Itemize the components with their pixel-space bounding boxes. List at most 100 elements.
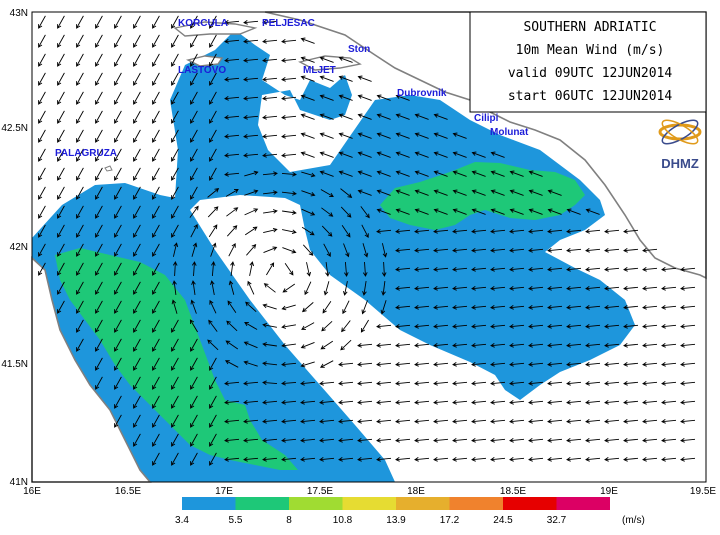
- wind-arrow: [395, 381, 411, 386]
- wind-arrow: [342, 300, 350, 315]
- wind-arrow: [528, 267, 544, 272]
- wind-arrow: [362, 281, 367, 296]
- wind-arrow: [509, 305, 525, 310]
- place-dubrovnik: Dubrovnik: [397, 88, 447, 99]
- wind-arrow: [471, 305, 487, 310]
- wind-arrow: [471, 457, 487, 462]
- wind-arrow: [114, 129, 122, 143]
- place-lastovo: LASTOVO: [178, 65, 226, 76]
- wind-arrow: [209, 414, 217, 428]
- wind-arrow: [642, 286, 658, 291]
- wind-arrow: [262, 322, 277, 328]
- wind-arrow: [171, 167, 179, 181]
- wind-arrow: [376, 113, 391, 120]
- wind-arrow: [281, 381, 297, 386]
- wind-arrow: [604, 286, 620, 291]
- wind-arrow: [281, 153, 297, 158]
- wind-arrow: [414, 229, 430, 234]
- wind-arrow: [661, 457, 677, 462]
- wind-arrow: [262, 153, 278, 158]
- wind-arrow: [57, 53, 65, 67]
- wind-arrow: [376, 400, 392, 405]
- wind-arrow: [642, 248, 658, 253]
- wind-arrow: [585, 267, 601, 272]
- x-tick-18e: 18E: [407, 486, 425, 497]
- wind-arrow: [338, 438, 354, 443]
- wind-arrow: [566, 286, 582, 291]
- wind-arrow: [433, 457, 449, 462]
- wind-arrow: [171, 224, 179, 238]
- wind-arrow: [585, 208, 600, 215]
- wind-arrow: [76, 281, 84, 295]
- wind-arrow: [152, 281, 160, 295]
- wind-arrow: [566, 208, 581, 215]
- wind-arrow: [661, 267, 677, 272]
- y-tick-42n: 42N: [10, 242, 28, 253]
- wind-arrow: [433, 170, 448, 177]
- wind-arrow: [642, 267, 658, 272]
- wind-arrow: [171, 299, 178, 314]
- title-line-4: start 06UTC 12JUN2014: [508, 89, 673, 104]
- wind-arrow: [341, 320, 351, 333]
- wind-arrow: [357, 189, 372, 196]
- wind-arrow: [661, 438, 677, 443]
- wind-arrow: [585, 400, 601, 405]
- wind-arrow: [300, 56, 315, 63]
- wind-arrow: [190, 72, 198, 86]
- wind-arrow: [95, 205, 103, 219]
- wind-arrow: [357, 94, 372, 101]
- wind-arrow: [376, 151, 391, 158]
- wind-arrow: [190, 129, 198, 143]
- place-mljet: MLJET: [303, 65, 336, 76]
- wind-arrow: [509, 362, 525, 367]
- wind-arrow: [281, 400, 297, 405]
- legend-swatch: [235, 497, 289, 510]
- wind-arrow: [281, 191, 297, 196]
- wind-arrow: [262, 361, 278, 366]
- wind-arrow: [76, 262, 84, 276]
- wind-arrow: [189, 319, 198, 333]
- wind-arrow: [528, 400, 544, 405]
- wind-arrow: [395, 438, 411, 443]
- wind-arrow: [623, 400, 639, 405]
- wind-arrow: [490, 438, 506, 443]
- wind-arrow: [528, 438, 544, 443]
- wind-arrow: [38, 110, 46, 124]
- wind-arrow: [490, 457, 506, 462]
- wind-arrow: [566, 362, 582, 367]
- wind-arrow: [281, 172, 297, 177]
- wind-arrow: [226, 225, 238, 237]
- wind-arrow: [281, 96, 297, 101]
- wind-arrow: [566, 457, 582, 462]
- wind-arrow: [152, 433, 160, 447]
- wind-arrow: [585, 381, 601, 386]
- wind-arrow: [547, 208, 562, 215]
- wind-arrow: [133, 91, 141, 105]
- legend-swatch: [289, 497, 343, 510]
- wind-arrow: [209, 376, 217, 390]
- wind-arrow: [262, 419, 278, 424]
- title-line-3: valid 09UTC 12JUN2014: [508, 66, 673, 81]
- wind-arrow: [190, 395, 198, 409]
- wind-arrow: [361, 224, 369, 239]
- wind-arrow: [57, 129, 65, 143]
- wind-arrow: [338, 400, 354, 405]
- wind-arrow: [281, 362, 297, 367]
- wind-arrow: [321, 320, 333, 332]
- wind-arrow: [661, 305, 677, 310]
- wind-arrow: [362, 261, 368, 277]
- wind-arrow: [604, 324, 620, 329]
- wind-arrow: [190, 357, 198, 371]
- wind-arrow: [452, 151, 467, 158]
- wind-arrow: [266, 262, 275, 276]
- wind-arrow: [452, 189, 467, 196]
- wind-arrow: [262, 380, 278, 385]
- wind-arrow: [320, 189, 334, 197]
- wind-arrow: [190, 15, 198, 29]
- wind-arrow: [95, 148, 103, 162]
- wind-arrow: [262, 457, 278, 462]
- wind-arrow: [320, 340, 334, 350]
- wind-arrow: [95, 53, 103, 67]
- wind-arrow: [243, 115, 259, 120]
